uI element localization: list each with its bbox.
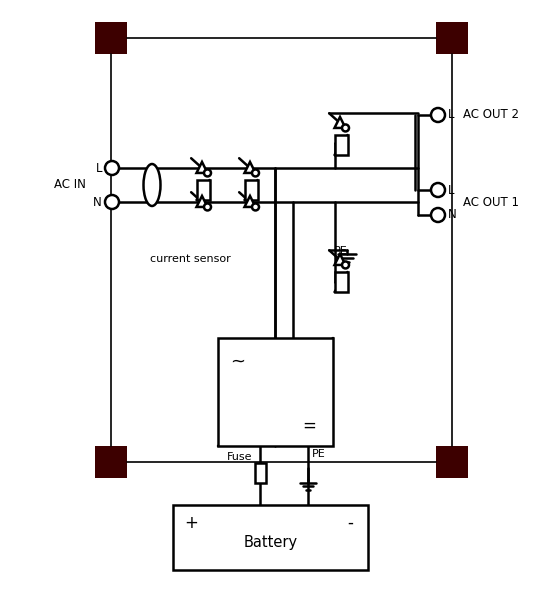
Bar [244,180,258,200]
Text: L: L [95,161,102,174]
Text: =: = [302,417,316,435]
Polygon shape [244,196,255,207]
Text: Battery: Battery [243,535,298,550]
Circle shape [342,125,349,132]
Text: ~: ~ [231,353,246,371]
Circle shape [431,108,445,122]
Text: PE: PE [312,448,326,458]
Circle shape [252,203,259,211]
Text: Fuse: Fuse [227,451,253,461]
Text: L: L [448,183,454,196]
Bar [334,135,347,155]
Text: AC OUT 1: AC OUT 1 [463,196,519,209]
Bar [173,505,368,570]
Polygon shape [334,117,345,128]
Bar [436,446,468,478]
Bar [254,463,265,483]
Text: current sensor: current sensor [150,254,231,264]
Text: AC IN: AC IN [54,178,86,192]
Circle shape [204,203,211,211]
Text: -: - [347,514,353,532]
Text: N: N [93,196,102,209]
Polygon shape [197,162,208,173]
Text: AC OUT 2: AC OUT 2 [463,109,519,122]
Bar [334,272,347,292]
Text: L: L [448,109,454,122]
Bar [197,180,209,200]
Polygon shape [197,196,208,207]
Text: PE: PE [334,246,348,256]
Text: +: + [184,514,198,532]
Bar [95,446,127,478]
Bar [218,338,333,446]
Polygon shape [244,162,255,173]
Ellipse shape [144,164,161,206]
Polygon shape [334,254,345,265]
Circle shape [342,262,349,269]
Circle shape [431,183,445,197]
Circle shape [204,170,211,177]
Circle shape [105,161,119,175]
Bar [95,22,127,54]
Bar [436,22,468,54]
Circle shape [252,170,259,177]
Circle shape [431,208,445,222]
Text: N: N [448,209,456,222]
Circle shape [105,195,119,209]
